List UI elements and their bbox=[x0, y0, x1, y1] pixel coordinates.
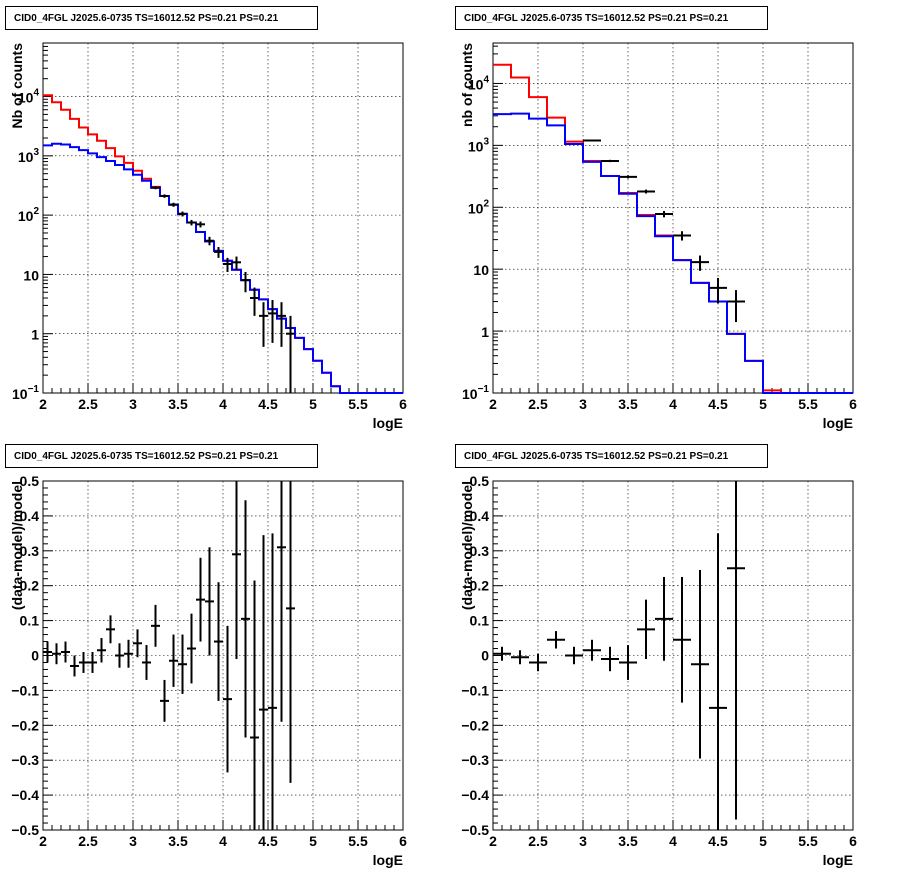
x-axis-label: logE bbox=[823, 415, 853, 431]
y-tick-label: 102 bbox=[18, 206, 40, 224]
y-tick-label: 103 bbox=[18, 147, 40, 165]
chart-title: CID0_4FGL J2025.6-0735 TS=16012.52 PS=0.… bbox=[464, 13, 729, 24]
x-axis-label: logE bbox=[823, 852, 853, 868]
x-tick-label: 5.5 bbox=[348, 396, 368, 412]
x-tick-label: 2.5 bbox=[528, 833, 548, 849]
y-tick-label: 103 bbox=[468, 136, 490, 154]
model-series-blue bbox=[493, 112, 853, 394]
chart-panel-2: CID0_4FGL J2025.6-0735 TS=16012.52 PS=0.… bbox=[455, 6, 857, 431]
y-tick-label: 104 bbox=[18, 88, 40, 106]
x-tick-label: 3 bbox=[129, 833, 137, 849]
x-tick-label: 2 bbox=[39, 396, 47, 412]
y-tick-label: 102 bbox=[468, 198, 490, 216]
y-tick-label: 10 bbox=[473, 262, 489, 278]
title-box bbox=[5, 6, 318, 30]
y-tick-label: 1 bbox=[481, 324, 489, 340]
x-tick-label: 4 bbox=[669, 833, 677, 849]
y-tick-label: −0.3 bbox=[11, 752, 39, 768]
x-tick-label: 2 bbox=[489, 396, 497, 412]
y-tick-label: 0.2 bbox=[20, 578, 40, 594]
grid bbox=[43, 481, 403, 830]
x-tick-label: 5.5 bbox=[798, 833, 818, 849]
x-tick-label: 5 bbox=[309, 396, 317, 412]
x-tick-label: 2 bbox=[489, 833, 497, 849]
chart-title: CID0_4FGL J2025.6-0735 TS=16012.52 PS=0.… bbox=[14, 13, 279, 24]
x-axis-label: logE bbox=[373, 415, 403, 431]
x-tick-label: 4.5 bbox=[258, 833, 278, 849]
grid bbox=[493, 43, 853, 393]
y-tick-label: 0.1 bbox=[20, 613, 40, 629]
x-tick-label: 2 bbox=[39, 833, 47, 849]
x-tick-label: 6 bbox=[399, 396, 407, 412]
x-tick-label: 4 bbox=[219, 833, 227, 849]
x-tick-label: 4 bbox=[669, 396, 677, 412]
y-axis-label: (data-model)/model bbox=[9, 481, 25, 610]
y-tick-label: 0.4 bbox=[20, 508, 40, 524]
y-tick-label: −0.2 bbox=[461, 717, 489, 733]
x-tick-label: 3.5 bbox=[618, 396, 638, 412]
y-tick-label: 104 bbox=[468, 74, 490, 92]
y-tick-label: −0.4 bbox=[11, 787, 39, 803]
x-tick-label: 3.5 bbox=[618, 833, 638, 849]
chart-title: CID0_4FGL J2025.6-0735 TS=16012.52 PS=0.… bbox=[14, 451, 279, 462]
x-tick-label: 2.5 bbox=[78, 396, 98, 412]
y-tick-label: 10−1 bbox=[462, 384, 489, 402]
x-tick-label: 6 bbox=[849, 396, 857, 412]
y-tick-label: 0.2 bbox=[470, 578, 490, 594]
x-tick-label: 4 bbox=[219, 396, 227, 412]
y-tick-label: −0.1 bbox=[11, 682, 39, 698]
y-tick-label: 0.4 bbox=[470, 508, 490, 524]
chart-panel-4: CID0_4FGL J2025.6-0735 TS=16012.52 PS=0.… bbox=[455, 444, 857, 868]
x-tick-label: 3 bbox=[579, 396, 587, 412]
chart-title: CID0_4FGL J2025.6-0735 TS=16012.52 PS=0.… bbox=[464, 451, 729, 462]
title-box bbox=[455, 6, 768, 30]
y-tick-label: 0.3 bbox=[20, 543, 40, 559]
grid bbox=[43, 43, 403, 393]
y-tick-label: −0.5 bbox=[461, 822, 489, 838]
x-tick-label: 2.5 bbox=[78, 833, 98, 849]
x-tick-label: 3 bbox=[129, 396, 137, 412]
title-box bbox=[5, 444, 318, 468]
grid bbox=[493, 481, 853, 830]
y-tick-label: 0.5 bbox=[20, 473, 40, 489]
x-tick-label: 5.5 bbox=[348, 833, 368, 849]
y-tick-label: −0.3 bbox=[461, 752, 489, 768]
y-tick-label: 0.3 bbox=[470, 543, 490, 559]
y-tick-label: 0 bbox=[481, 648, 489, 664]
chart-panel-1: CID0_4FGL J2025.6-0735 TS=16012.52 PS=0.… bbox=[5, 6, 407, 431]
y-tick-label: −0.2 bbox=[11, 717, 39, 733]
y-axis-label: nb of counts bbox=[459, 43, 475, 127]
y-tick-label: 0.1 bbox=[470, 613, 490, 629]
x-axis-label: logE bbox=[373, 852, 403, 868]
x-tick-label: 5.5 bbox=[798, 396, 818, 412]
y-axis-label: Nb of counts bbox=[9, 43, 25, 129]
y-tick-label: −0.4 bbox=[461, 787, 489, 803]
x-tick-label: 3.5 bbox=[168, 833, 188, 849]
x-tick-label: 4.5 bbox=[708, 833, 728, 849]
x-tick-label: 5 bbox=[309, 833, 317, 849]
y-tick-label: 10−1 bbox=[12, 384, 39, 402]
x-tick-label: 5 bbox=[759, 396, 767, 412]
y-tick-label: 10 bbox=[23, 267, 39, 283]
y-tick-label: 0.5 bbox=[470, 473, 490, 489]
x-tick-label: 3.5 bbox=[168, 396, 188, 412]
x-tick-label: 4.5 bbox=[708, 396, 728, 412]
y-tick-label: −0.1 bbox=[461, 682, 489, 698]
y-tick-label: 1 bbox=[31, 327, 39, 343]
x-tick-label: 3 bbox=[579, 833, 587, 849]
x-tick-label: 6 bbox=[849, 833, 857, 849]
y-tick-label: −0.5 bbox=[11, 822, 39, 838]
x-tick-label: 5 bbox=[759, 833, 767, 849]
chart-panel-3: CID0_4FGL J2025.6-0735 TS=16012.52 PS=0.… bbox=[5, 444, 407, 868]
x-tick-label: 2.5 bbox=[528, 396, 548, 412]
y-axis-label: (data-model)/model bbox=[459, 481, 475, 610]
y-tick-label: 0 bbox=[31, 648, 39, 664]
x-tick-label: 4.5 bbox=[258, 396, 278, 412]
title-box bbox=[455, 444, 768, 468]
x-tick-label: 6 bbox=[399, 833, 407, 849]
